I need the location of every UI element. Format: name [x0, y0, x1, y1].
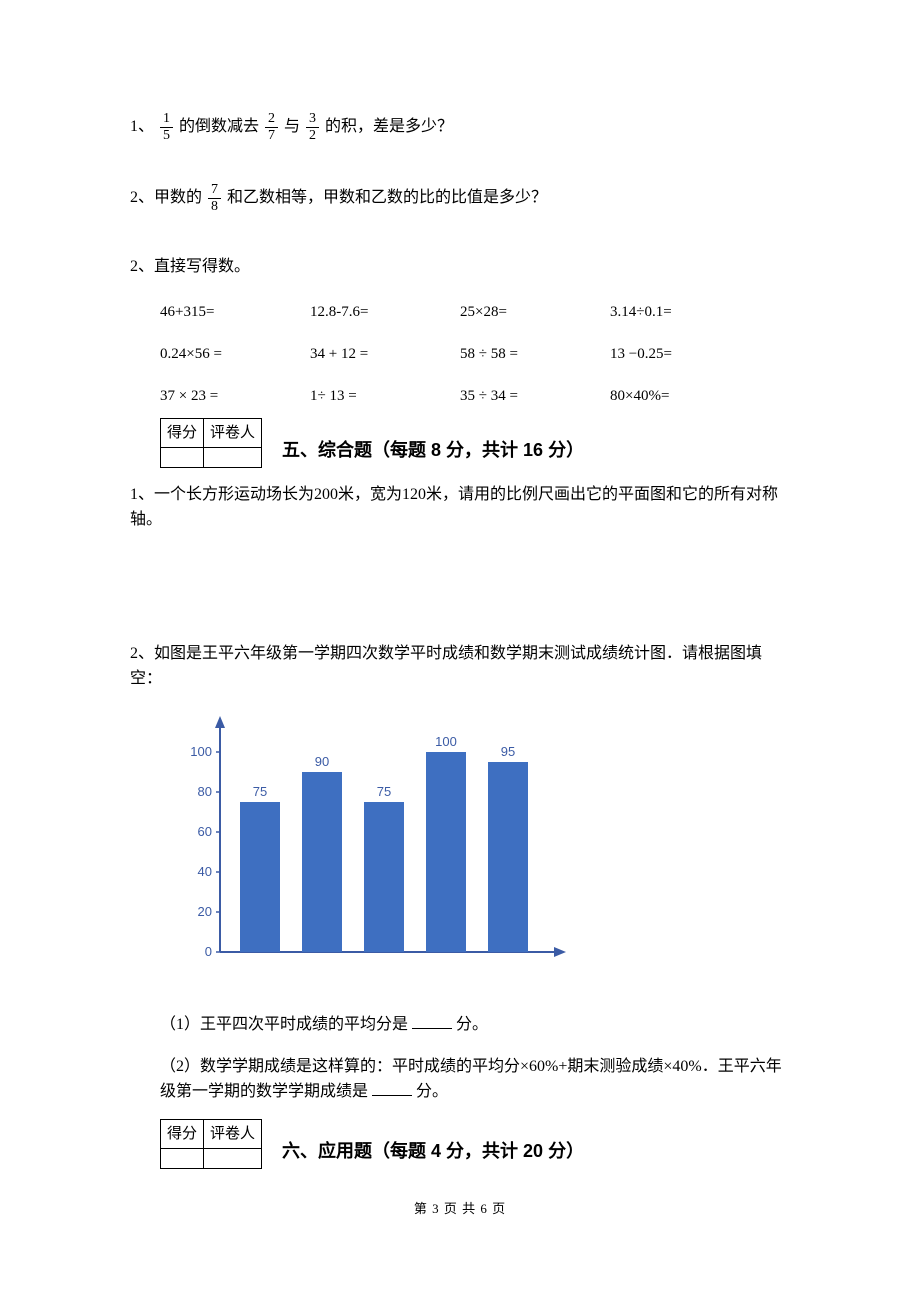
q1-seg3: 的积，差是多少？: [325, 118, 453, 135]
svg-text:0: 0: [205, 944, 212, 959]
calc-grid: 46+315= 12.8-7.6= 25×28= 3.14÷0.1= 0.24×…: [160, 300, 790, 408]
calc-cell: 3.14÷0.1=: [610, 300, 760, 324]
score-blank: [161, 447, 204, 467]
q1-prefix: 1、: [130, 118, 154, 135]
svg-text:20: 20: [198, 904, 212, 919]
score-blank: [204, 1148, 262, 1168]
subq1-text-a: （1）王平四次平时成绩的平均分是: [160, 1016, 408, 1033]
work-space: [130, 547, 790, 627]
q2-prefix: 2、甲数的: [130, 189, 202, 206]
score-col-score: 得分: [161, 418, 204, 447]
score-col-score: 得分: [161, 1119, 204, 1148]
section-6-header: 得分 评卷人 六、应用题（每题 4 分，共计 20 分）: [130, 1119, 790, 1169]
problem-5-2: 2、如图是王平六年级第一学期四次数学平时成绩和数学期末测试成绩统计图．请根据图填…: [130, 641, 790, 692]
svg-text:40: 40: [198, 864, 212, 879]
subq2-text-b: 分。: [416, 1083, 448, 1100]
score-bar-chart: 0 20 40 60 80 100 75 90 75 100 95: [170, 712, 790, 992]
blank-fill: [412, 1013, 452, 1029]
fraction-1-5: 15: [160, 112, 173, 143]
q2-suffix: 和乙数相等，甲数和乙数的比的比值是多少？: [227, 189, 547, 206]
svg-text:90: 90: [315, 754, 329, 769]
subq1-text-b: 分。: [456, 1016, 488, 1033]
score-blank: [161, 1148, 204, 1168]
q1-seg1: 的倒数减去: [179, 118, 259, 135]
q1-seg2: 与: [284, 118, 300, 135]
calc-cell: 13 −0.25=: [610, 342, 760, 366]
calc-cell: 37 × 23 =: [160, 384, 310, 408]
calc-cell: 34 + 12 =: [310, 342, 460, 366]
svg-text:95: 95: [501, 744, 515, 759]
fraction-7-8: 78: [208, 183, 221, 214]
score-col-grader: 评卷人: [204, 418, 262, 447]
score-blank: [204, 447, 262, 467]
svg-text:80: 80: [198, 784, 212, 799]
section-5-header: 得分 评卷人 五、综合题（每题 8 分，共计 16 分）: [130, 418, 790, 468]
sub-question-1: （1）王平四次平时成绩的平均分是 分。: [160, 1012, 790, 1038]
calc-section-label: 2、直接写得数。: [130, 254, 790, 280]
score-table: 得分 评卷人: [160, 418, 262, 468]
section-5-title: 五、综合题（每题 8 分，共计 16 分）: [282, 436, 584, 465]
svg-text:75: 75: [253, 784, 267, 799]
score-col-grader: 评卷人: [204, 1119, 262, 1148]
calc-cell: 35 ÷ 34 =: [460, 384, 610, 408]
page-footer: 第 3 页 共 6 页: [130, 1199, 790, 1220]
question-2: 2、甲数的 78 和乙数相等，甲数和乙数的比的比值是多少？: [130, 183, 790, 214]
calc-cell: 80×40%=: [610, 384, 760, 408]
sub-question-2: （2）数学学期成绩是这样算的：平时成绩的平均分×60%+期末测验成绩×40%．王…: [160, 1054, 790, 1105]
subq2-text-a: （2）数学学期成绩是这样算的：平时成绩的平均分×60%+期末测验成绩×40%．王…: [160, 1058, 782, 1101]
calc-cell: 0.24×56 =: [160, 342, 310, 366]
blank-fill: [372, 1080, 412, 1096]
problem-5-1: 1、一个长方形运动场长为200米，宽为120米，请用的比例尺画出它的平面图和它的…: [130, 482, 790, 533]
calc-cell: 58 ÷ 58 =: [460, 342, 610, 366]
fraction-2-7: 27: [265, 112, 278, 143]
score-table: 得分 评卷人: [160, 1119, 262, 1169]
svg-text:100: 100: [190, 744, 212, 759]
section-6-title: 六、应用题（每题 4 分，共计 20 分）: [282, 1137, 584, 1166]
svg-text:100: 100: [435, 734, 457, 749]
svg-text:60: 60: [198, 824, 212, 839]
calc-cell: 46+315=: [160, 300, 310, 324]
calc-cell: 25×28=: [460, 300, 610, 324]
svg-text:75: 75: [377, 784, 391, 799]
fraction-3-2: 32: [306, 112, 319, 143]
calc-cell: 1÷ 13 =: [310, 384, 460, 408]
calc-cell: 12.8-7.6=: [310, 300, 460, 324]
question-1: 1、 15 的倒数减去 27 与 32 的积，差是多少？: [130, 112, 790, 143]
bar-chart-svg: 0 20 40 60 80 100 75 90 75 100 95: [170, 712, 570, 992]
